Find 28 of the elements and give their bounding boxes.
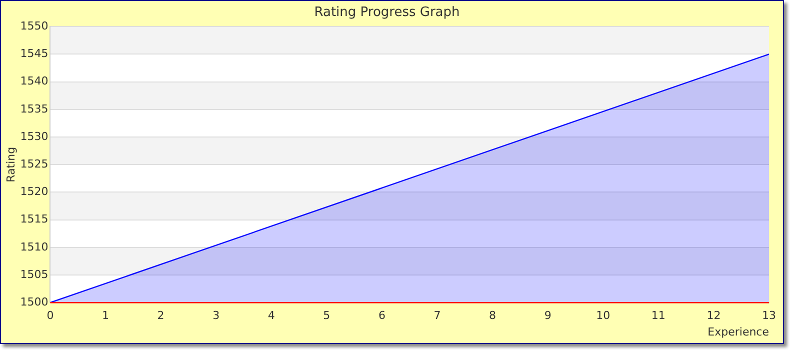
y-tick-label: 1545 (20, 47, 48, 60)
chart-title: Rating Progress Graph (314, 5, 460, 20)
x-tick-label: 4 (268, 309, 275, 322)
y-tick-label: 1500 (20, 295, 48, 308)
x-tick-label: 12 (706, 309, 721, 322)
y-tick-label: 1515 (20, 212, 48, 226)
y-tick-label: 1540 (20, 74, 48, 88)
y-tick-label: 1550 (20, 19, 48, 32)
y-tick-label: 1535 (20, 102, 48, 116)
y-tick-label: 1530 (20, 130, 48, 143)
x-tick-label: 2 (157, 309, 164, 322)
x-tick-label: 7 (434, 309, 441, 322)
y-tick-label: 1520 (20, 185, 48, 198)
x-axis-title: Experience (708, 325, 770, 338)
x-tick-label: 10 (596, 309, 610, 322)
x-tick-label: 0 (46, 309, 54, 322)
x-tick-label: 11 (651, 309, 666, 322)
y-axis-title: Rating (4, 146, 18, 182)
y-tick-label: 1505 (20, 268, 48, 281)
x-tick-label: 13 (762, 309, 776, 322)
y-tick-label: 1510 (20, 240, 48, 254)
x-tick-label: 5 (323, 309, 330, 322)
x-tick-label: 8 (489, 309, 496, 322)
x-tick-label: 6 (378, 309, 386, 322)
x-tick-label: 9 (544, 309, 552, 322)
y-tick-label: 1525 (20, 157, 48, 170)
x-tick-label: 1 (102, 309, 109, 322)
x-tick-label: 3 (212, 309, 220, 322)
